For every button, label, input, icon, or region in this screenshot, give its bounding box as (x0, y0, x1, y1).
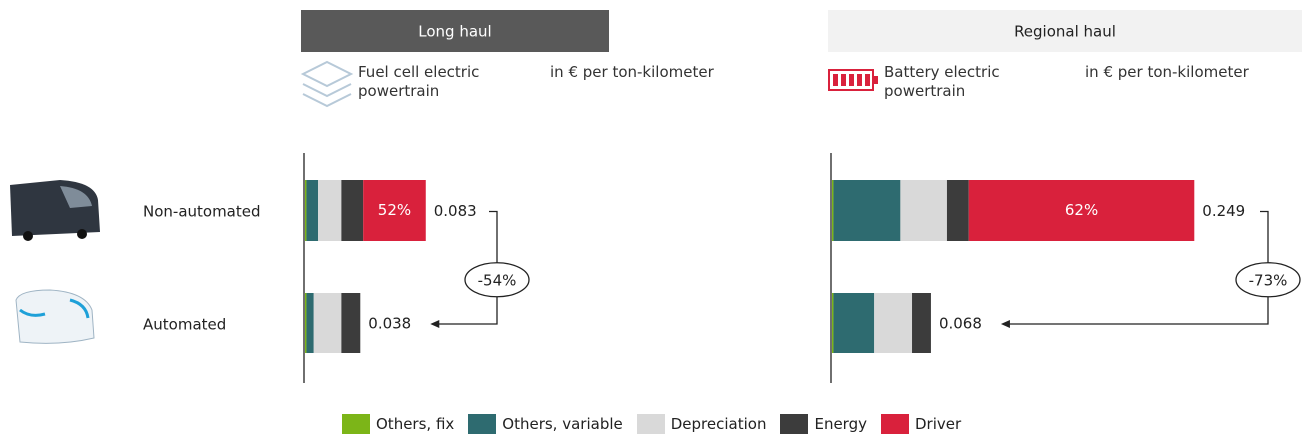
autonomous-truck-icon (15, 289, 95, 344)
row-label: Automated (143, 316, 226, 334)
bar-segment (832, 180, 834, 241)
bar-segment (305, 180, 307, 241)
share-label: 62% (1065, 201, 1098, 219)
legend-item: Energy (780, 414, 867, 434)
truck-icon (10, 180, 100, 241)
legend-label: Depreciation (670, 415, 767, 433)
unit-label: in € per ton-kilometer (1085, 63, 1249, 81)
row-label: Non-automated (143, 203, 261, 221)
bar-segment (833, 180, 901, 241)
change-label: -54% (478, 271, 517, 289)
bar-segment (305, 293, 307, 353)
legend-swatch (880, 414, 909, 434)
total-label: 0.068 (939, 315, 982, 333)
panel-header (301, 10, 609, 52)
bar-segment (900, 180, 947, 241)
legend-swatch (636, 414, 665, 434)
bar-segment (912, 293, 931, 353)
bar-segment (318, 180, 342, 241)
bar-segment (832, 293, 834, 353)
bar-segment (341, 293, 361, 353)
bar-segment (968, 180, 1195, 241)
legend-label: Driver (914, 415, 962, 433)
arrow-head (1000, 320, 1010, 328)
change-bubble (464, 262, 530, 298)
legend-label: Others, variable (502, 415, 623, 433)
powertrain-label: Fuel cell electric powertrain (358, 63, 480, 100)
powertrain-label: Battery electric powertrain (884, 63, 1000, 100)
change-label: -73% (1249, 271, 1288, 289)
bar-segment (833, 293, 875, 353)
unit-label: in € per ton-kilometer (550, 63, 714, 81)
legend-swatch (468, 414, 497, 434)
legend-item: Driver (880, 414, 962, 434)
legend-item: Depreciation (636, 414, 767, 434)
share-label: 52% (378, 201, 411, 219)
bar-segment (946, 180, 969, 241)
legend-swatch (342, 414, 370, 434)
battery-icon (828, 69, 878, 91)
bar-segment (363, 180, 426, 241)
legend-item: Others, fix (342, 414, 454, 434)
total-label: 0.083 (434, 202, 477, 220)
arrow-head (430, 320, 440, 328)
panel-header (828, 10, 1302, 52)
legend-swatch (780, 414, 809, 434)
panel-title: Long haul (418, 23, 491, 41)
bar-segment (306, 293, 314, 353)
bar-segment (306, 180, 319, 241)
panel-title: Regional haul (1014, 23, 1116, 41)
bar-segment (313, 293, 342, 353)
bar-segment (874, 293, 913, 353)
bar-segment (341, 180, 364, 241)
legend-label: Energy (814, 415, 867, 433)
change-bubble (1235, 262, 1301, 298)
legend: Others, fix Others, variable Depreciation E… (342, 414, 961, 434)
total-label: 0.038 (368, 315, 411, 333)
legend-label: Others, fix (376, 415, 455, 433)
legend-item: Others, variable (468, 414, 623, 434)
fuel-cell-icon (300, 60, 354, 108)
total-label: 0.249 (1202, 202, 1245, 220)
